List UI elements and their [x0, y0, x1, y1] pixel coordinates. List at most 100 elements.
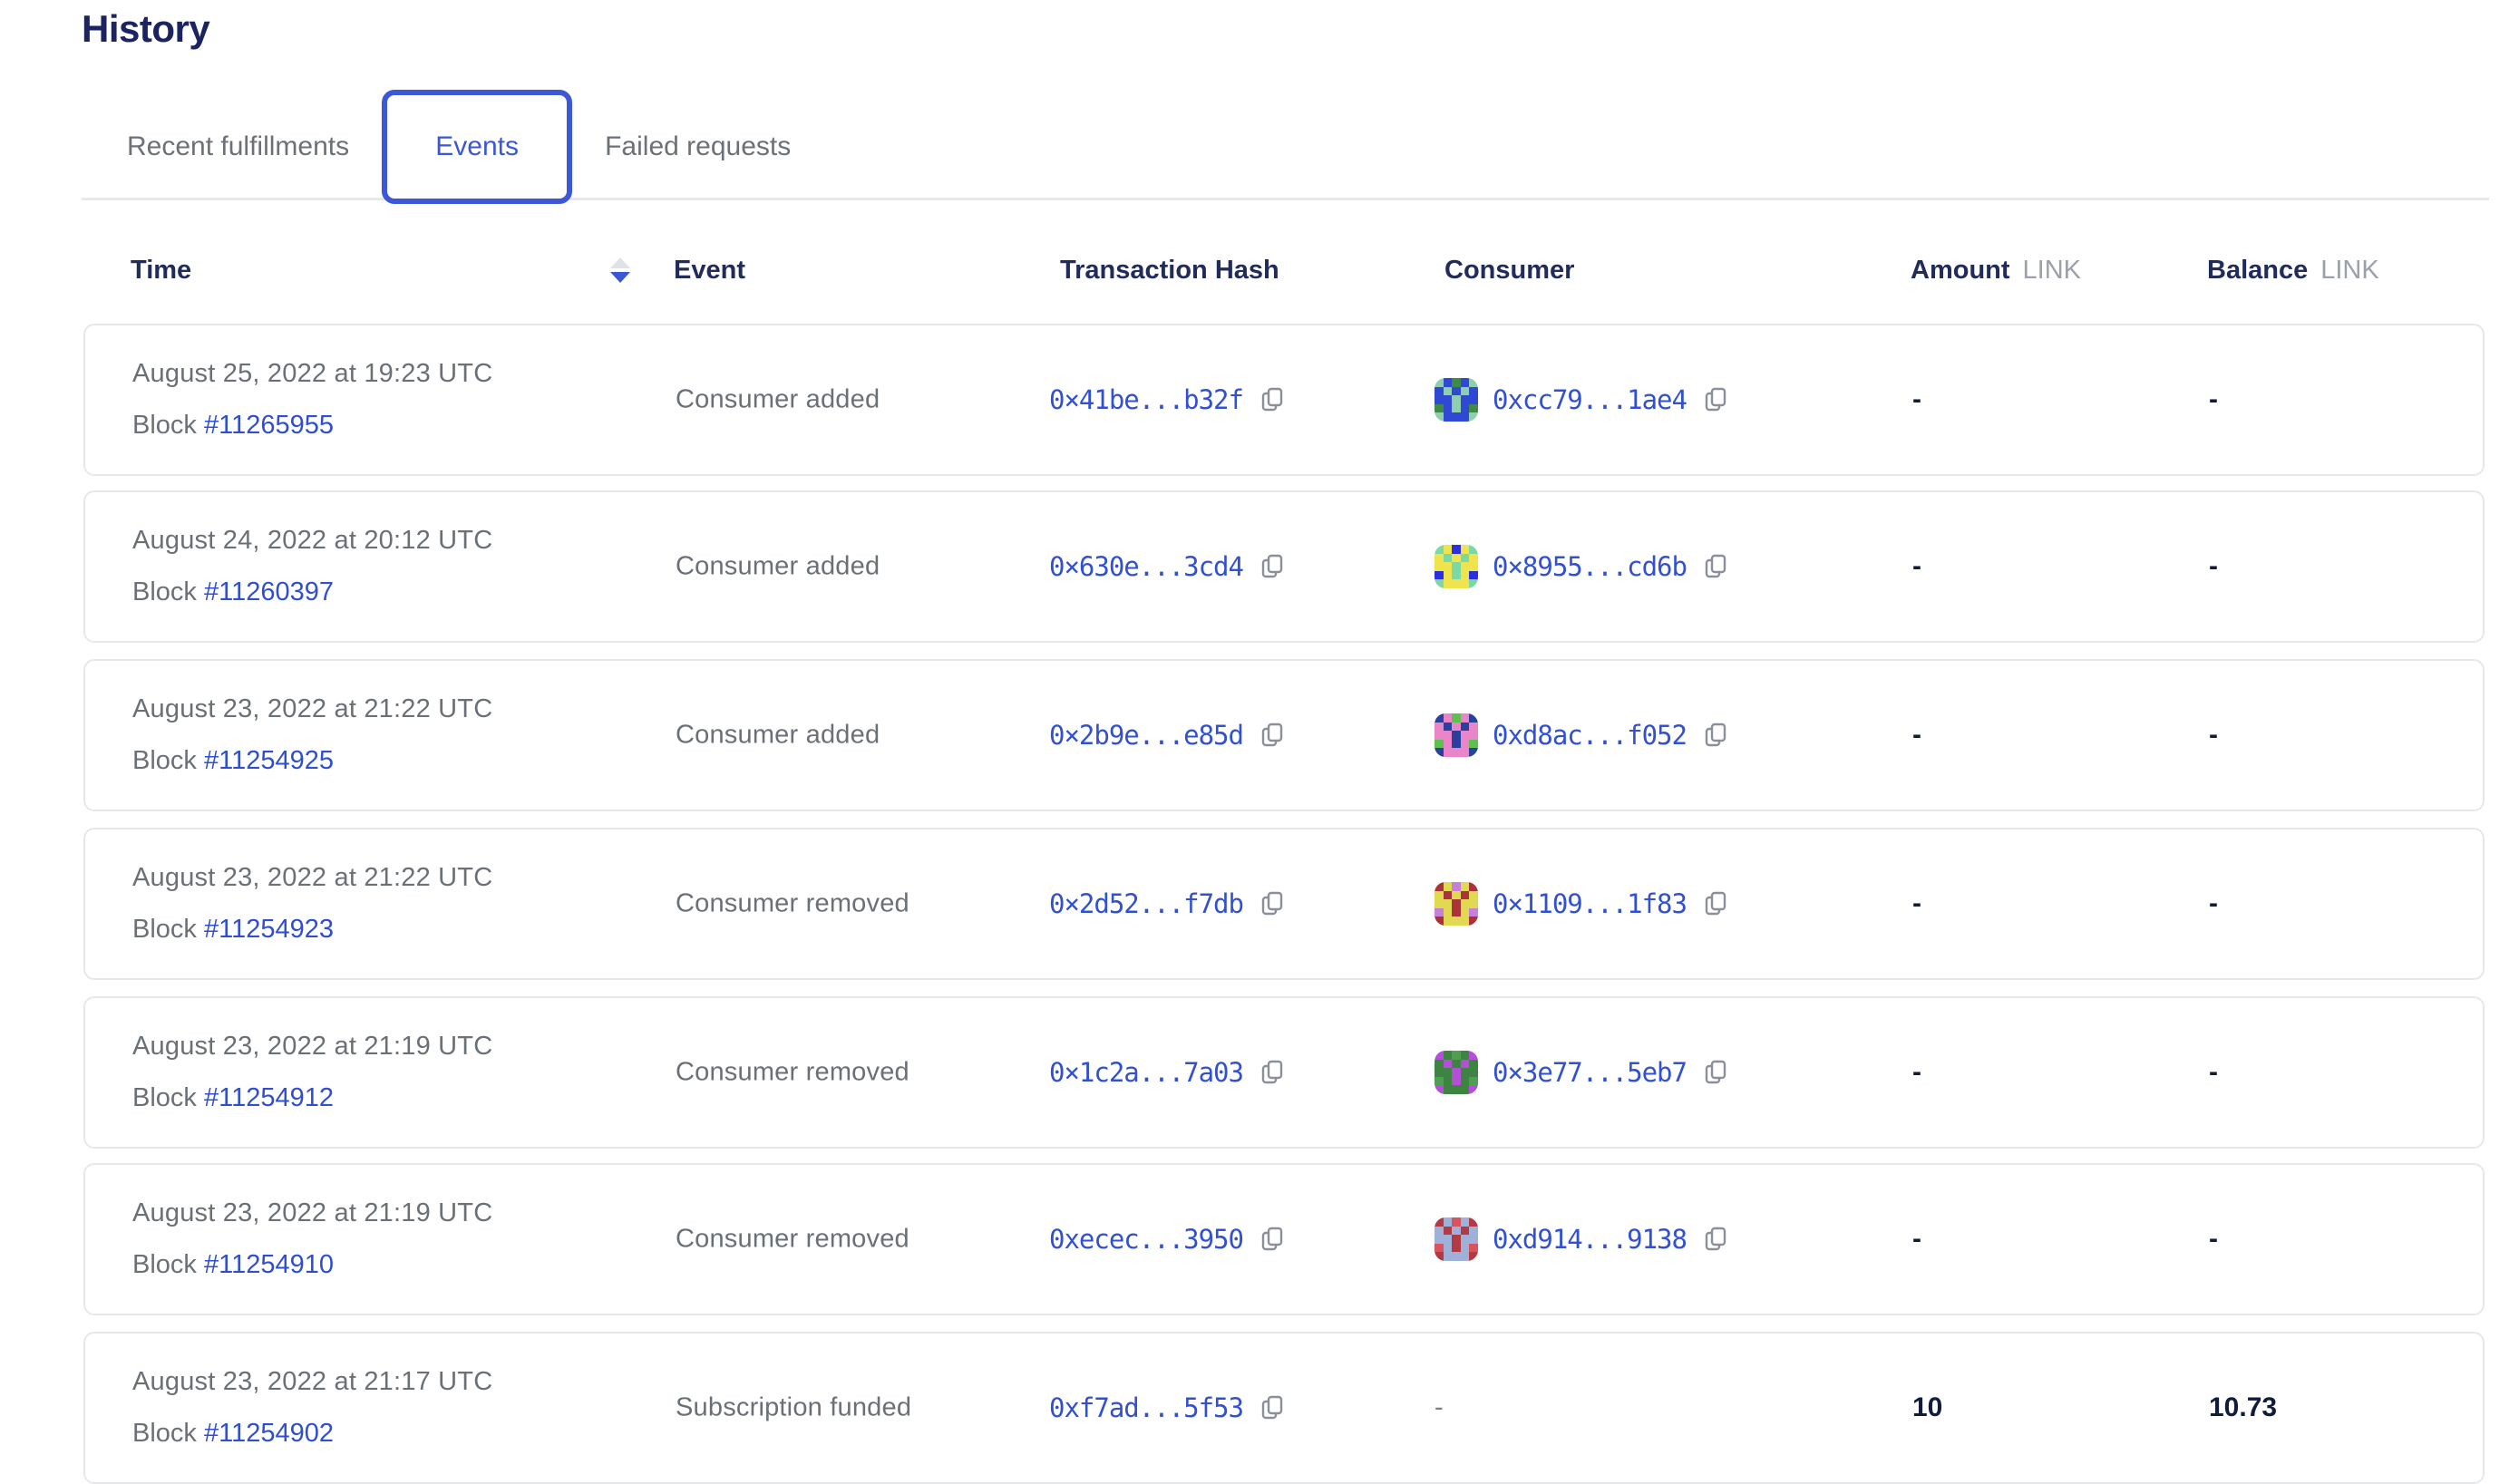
- copy-consumer-address-button[interactable]: [1701, 1057, 1730, 1088]
- copy-transaction-hash-button[interactable]: [1258, 720, 1287, 751]
- consumer-address-link[interactable]: 0xd8ac...f052: [1493, 720, 1687, 751]
- block-number-link[interactable]: #11254910: [203, 1250, 334, 1279]
- time-cell: August 24, 2022 at 20:12 UTC Block #1126…: [132, 526, 492, 607]
- transaction-hash-link[interactable]: 0×2b9e...e85d: [1049, 720, 1244, 751]
- copy-consumer-address-button[interactable]: [1701, 1224, 1730, 1255]
- sort-control-time[interactable]: [609, 254, 631, 286]
- copy-consumer-address-button[interactable]: [1701, 384, 1730, 415]
- block-label: Block: [132, 577, 197, 606]
- amount-value: 10: [1912, 1392, 1943, 1422]
- balance-value: -: [2209, 384, 2218, 414]
- sort-desc-icon: [610, 272, 630, 283]
- transaction-hash-cell: 0×41be...b32f: [1049, 384, 1287, 415]
- block-number-link[interactable]: #11254923: [203, 915, 334, 944]
- table-row: August 23, 2022 at 21:19 UTC Block #1125…: [83, 1163, 2485, 1315]
- blockie-green-pink: [1435, 713, 1478, 757]
- event-type: Subscription funded: [676, 1392, 912, 1422]
- event-timestamp: August 24, 2022 at 20:12 UTC: [132, 526, 493, 555]
- copy-icon: [1261, 891, 1283, 916]
- balance-value: 10.73: [2209, 1392, 2278, 1422]
- transaction-hash-link[interactable]: 0×41be...b32f: [1049, 384, 1244, 415]
- consumer-cell: 0xd914...9138 -: [1435, 1217, 1730, 1261]
- transaction-hash-cell: 0xf7ad...5f53: [1049, 1392, 1287, 1423]
- block-label: Block: [132, 411, 197, 440]
- block-line: Block #11265955: [132, 411, 492, 441]
- time-cell: August 25, 2022 at 19:23 UTC Block #1126…: [132, 359, 492, 441]
- time-cell: August 23, 2022 at 21:19 UTC Block #1125…: [132, 1198, 492, 1280]
- balance-value: -: [2209, 1057, 2218, 1087]
- copy-transaction-hash-button[interactable]: [1258, 1224, 1287, 1255]
- copy-consumer-address-button[interactable]: [1701, 720, 1730, 751]
- consumer-address-link[interactable]: 0xd914...9138: [1493, 1224, 1687, 1255]
- copy-icon: [1261, 387, 1283, 412]
- copy-icon: [1705, 1227, 1726, 1251]
- block-number-link[interactable]: #11265955: [203, 411, 334, 440]
- transaction-hash-cell: 0xecec...3950: [1049, 1224, 1287, 1255]
- consumer-address-link[interactable]: 0×8955...cd6b: [1493, 551, 1687, 582]
- time-cell: August 23, 2022 at 21:17 UTC Block #1125…: [132, 1367, 492, 1449]
- block-number-link[interactable]: #11260397: [203, 577, 334, 606]
- block-line: Block #11254923: [132, 915, 492, 945]
- blockie-blue-yellow: [1435, 545, 1478, 588]
- table-row: August 24, 2022 at 20:12 UTC Block #1126…: [83, 490, 2485, 643]
- column-header-amount: Amount LINK: [1911, 256, 2082, 285]
- column-header-consumer: Consumer: [1444, 256, 1575, 285]
- tab-events[interactable]: Events: [382, 90, 573, 204]
- block-line: Block #11254925: [132, 746, 492, 776]
- amount-value: -: [1912, 720, 1921, 750]
- block-label: Block: [132, 915, 197, 944]
- copy-icon: [1705, 723, 1726, 747]
- event-timestamp: August 23, 2022 at 21:19 UTC: [132, 1032, 493, 1061]
- block-number-link[interactable]: #11254925: [203, 746, 334, 775]
- transaction-hash-link[interactable]: 0×630e...3cd4: [1049, 551, 1244, 582]
- event-timestamp: August 25, 2022 at 19:23 UTC: [132, 359, 493, 388]
- balance-value: -: [2209, 720, 2218, 750]
- block-number-link[interactable]: #11254912: [203, 1083, 334, 1112]
- copy-icon: [1261, 1227, 1283, 1251]
- tab-failed-requests[interactable]: Failed requests: [605, 131, 792, 161]
- transaction-hash-link[interactable]: 0xf7ad...5f53: [1049, 1392, 1244, 1423]
- block-label: Block: [132, 746, 197, 775]
- tabs-divider: [82, 198, 2489, 200]
- transaction-hash-cell: 0×630e...3cd4: [1049, 551, 1287, 582]
- consumer-address-link[interactable]: 0×3e77...5eb7: [1493, 1057, 1687, 1088]
- amount-value: -: [1912, 888, 1921, 918]
- copy-transaction-hash-button[interactable]: [1258, 1392, 1287, 1423]
- copy-icon: [1261, 723, 1283, 747]
- transaction-hash-link[interactable]: 0xecec...3950: [1049, 1224, 1244, 1255]
- copy-icon: [1705, 554, 1726, 578]
- amount-value: -: [1912, 384, 1921, 414]
- blockie-green-blue: [1435, 378, 1478, 422]
- transaction-hash-link[interactable]: 0×2d52...f7db: [1049, 888, 1244, 919]
- transaction-hash-link[interactable]: 0×1c2a...7a03: [1049, 1057, 1244, 1088]
- column-header-time: Time: [131, 256, 192, 285]
- column-header-balance: Balance LINK: [2207, 256, 2379, 285]
- event-type: Consumer added: [676, 720, 880, 750]
- block-number-link[interactable]: #11254902: [203, 1419, 334, 1448]
- event-type: Consumer added: [676, 384, 880, 414]
- copy-icon: [1261, 554, 1283, 578]
- sort-asc-icon: [610, 257, 630, 268]
- event-type: Consumer added: [676, 551, 880, 581]
- copy-transaction-hash-button[interactable]: [1258, 384, 1287, 415]
- table-row: August 23, 2022 at 21:22 UTC Block #1125…: [83, 659, 2485, 811]
- balance-value: -: [2209, 551, 2218, 581]
- history-tabs: Recent fulfillments Events Failed requests: [82, 89, 791, 205]
- consumer-address-link[interactable]: 0×1109...1f83: [1493, 888, 1687, 919]
- consumer-cell: 0xd8ac...f052 -: [1435, 713, 1730, 757]
- copy-consumer-address-button[interactable]: [1701, 551, 1730, 582]
- copy-transaction-hash-button[interactable]: [1258, 551, 1287, 582]
- event-type: Consumer removed: [676, 1224, 909, 1254]
- amount-value: -: [1912, 551, 1921, 581]
- amount-value: -: [1912, 1224, 1921, 1254]
- copy-transaction-hash-button[interactable]: [1258, 1057, 1287, 1088]
- tab-recent-fulfillments[interactable]: Recent fulfillments: [127, 131, 350, 161]
- consumer-address-link[interactable]: 0xcc79...1ae4: [1493, 384, 1687, 415]
- copy-transaction-hash-button[interactable]: [1258, 888, 1287, 919]
- consumer-cell: -: [1435, 1393, 1444, 1423]
- consumer-cell: 0×1109...1f83 -: [1435, 882, 1730, 926]
- block-line: Block #11254902: [132, 1419, 492, 1449]
- time-cell: August 23, 2022 at 21:19 UTC Block #1125…: [132, 1032, 492, 1113]
- consumer-cell: 0×3e77...5eb7 -: [1435, 1051, 1730, 1094]
- copy-consumer-address-button[interactable]: [1701, 888, 1730, 919]
